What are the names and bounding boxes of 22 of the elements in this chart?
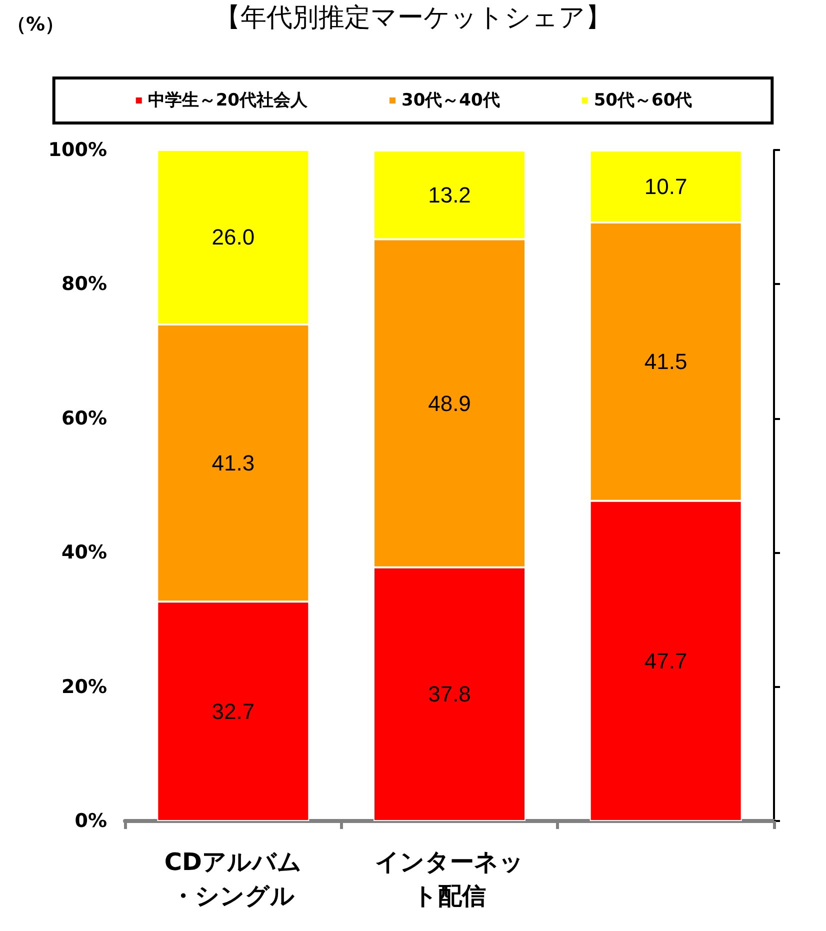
y-tick-label: 100% bbox=[48, 139, 107, 161]
x-tick-label: CDアルバム・シングル bbox=[164, 848, 302, 910]
legend-label: 50代～60代 bbox=[594, 90, 692, 110]
legend-label: 30代～40代 bbox=[402, 90, 500, 110]
data-label: 41.5 bbox=[644, 349, 688, 374]
data-label: 37.8 bbox=[428, 682, 471, 707]
data-label: 41.3 bbox=[212, 450, 255, 476]
data-label: 13.2 bbox=[428, 182, 471, 208]
data-label: 47.7 bbox=[644, 648, 688, 674]
y-tick-label: 80% bbox=[62, 273, 107, 296]
y-tick-label: 0% bbox=[74, 810, 107, 832]
data-label: 26.0 bbox=[212, 224, 255, 250]
x-tick-label: インターネット配信 bbox=[375, 848, 524, 910]
data-label: 10.7 bbox=[644, 174, 688, 200]
data-label: 32.7 bbox=[212, 698, 255, 724]
text: （%） bbox=[7, 14, 64, 36]
y-tick-label: 40% bbox=[62, 542, 107, 564]
y-tick-label: 20% bbox=[62, 676, 107, 698]
legend-label: 中学生～20代社会人 bbox=[148, 90, 309, 110]
data-label: 48.9 bbox=[428, 390, 471, 416]
y-tick-label: 60% bbox=[62, 407, 107, 430]
chart-title: 【年代別推定マーケットシェア】 bbox=[214, 3, 612, 33]
